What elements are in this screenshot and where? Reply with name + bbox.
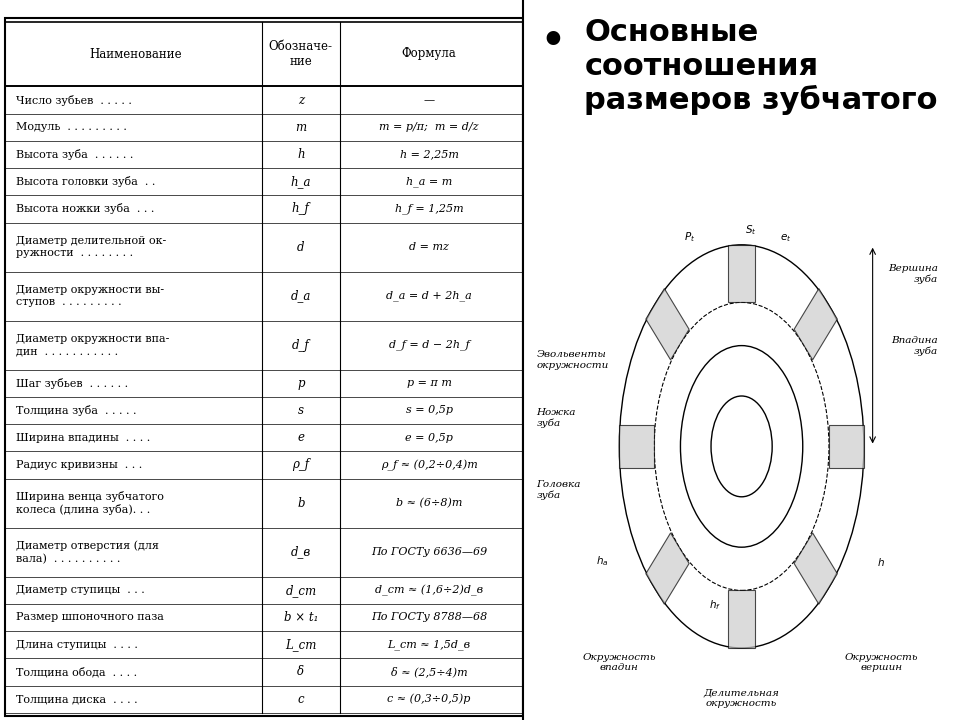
Text: —: — (423, 95, 435, 105)
Text: Высота ножки зуба  . . .: Высота ножки зуба . . . (15, 204, 154, 215)
Text: d = mz: d = mz (409, 242, 449, 252)
Text: Шаг зубьев  . . . . . .: Шаг зубьев . . . . . . (15, 378, 128, 389)
Text: d: d (297, 240, 304, 253)
Text: Размер шпоночного паза: Размер шпоночного паза (15, 613, 163, 623)
Text: $S_t$: $S_t$ (745, 223, 756, 238)
Text: L_ст: L_ст (285, 638, 317, 651)
Text: b × t₁: b × t₁ (283, 611, 318, 624)
Polygon shape (794, 533, 837, 604)
Text: d_ст: d_ст (285, 584, 317, 597)
Text: Диаметр ступицы  . . .: Диаметр ступицы . . . (15, 585, 144, 595)
Text: s: s (298, 404, 303, 417)
Text: m = p/π;  m = d/z: m = p/π; m = d/z (379, 122, 479, 132)
Polygon shape (646, 289, 689, 360)
Text: Высота головки зуба  . .: Высота головки зуба . . (15, 176, 156, 187)
Text: По ГОСТу 8788—68: По ГОСТу 8788—68 (371, 613, 487, 623)
Text: Модуль  . . . . . . . . .: Модуль . . . . . . . . . (15, 122, 127, 132)
Text: Диаметр делительной ок-
ружности  . . . . . . . .: Диаметр делительной ок- ружности . . . .… (15, 236, 166, 258)
Text: Толщина диска  . . . .: Толщина диска . . . . (15, 694, 137, 704)
Text: $h_f$: $h_f$ (709, 598, 721, 612)
Text: s = 0,5p: s = 0,5p (405, 405, 452, 415)
Polygon shape (794, 289, 837, 360)
Polygon shape (729, 245, 755, 302)
Text: Толщина зуба  . . . . .: Толщина зуба . . . . . (15, 405, 136, 416)
Text: h: h (297, 148, 304, 161)
Text: $h$: $h$ (877, 556, 885, 567)
Text: h_f: h_f (292, 202, 310, 215)
FancyBboxPatch shape (5, 18, 523, 716)
Text: h = 2,25m: h = 2,25m (399, 150, 459, 160)
Text: h_a: h_a (291, 175, 311, 188)
Text: Длина ступицы  . . . .: Длина ступицы . . . . (15, 639, 137, 649)
Text: h_f = 1,25m: h_f = 1,25m (395, 204, 464, 215)
Text: Окружность
впадин: Окружность впадин (583, 653, 656, 672)
Text: L_ст ≈ 1,5d_в: L_ст ≈ 1,5d_в (388, 639, 470, 650)
Polygon shape (729, 590, 755, 648)
Text: b: b (297, 497, 304, 510)
Text: $P_t$: $P_t$ (684, 230, 695, 245)
Text: e = 0,5p: e = 0,5p (405, 433, 453, 443)
Text: Окружность
вершин: Окружность вершин (845, 653, 918, 672)
Text: c ≈ (0,3÷0,5)p: c ≈ (0,3÷0,5)p (387, 694, 470, 704)
Text: z: z (298, 94, 304, 107)
Text: c: c (298, 693, 304, 706)
Text: Диаметр окружности впа-
дин  . . . . . . . . . . .: Диаметр окружности впа- дин . . . . . . … (15, 334, 169, 356)
Text: Радиус кривизны  . . .: Радиус кривизны . . . (15, 460, 142, 470)
Text: Ширина впадины  . . . .: Ширина впадины . . . . (15, 433, 150, 443)
Text: Делительная
окружность: Делительная окружность (704, 689, 780, 708)
Text: Толщина обода  . . . .: Толщина обода . . . . (15, 667, 137, 678)
Text: m: m (296, 121, 306, 134)
Text: Вершина
зуба: Вершина зуба (888, 264, 938, 284)
Polygon shape (829, 425, 864, 468)
Text: Формула: Формула (401, 48, 456, 60)
Text: d_ст ≈ (1,6÷2)d_в: d_ст ≈ (1,6÷2)d_в (375, 585, 483, 596)
Text: Эвольвенты
окружности: Эвольвенты окружности (537, 351, 609, 369)
Text: d_f: d_f (292, 338, 310, 351)
Text: ρ_f: ρ_f (292, 459, 309, 472)
Text: h_a = m: h_a = m (406, 176, 452, 187)
Polygon shape (619, 425, 655, 468)
Text: ρ_f ≈ (0,2÷0,4)m: ρ_f ≈ (0,2÷0,4)m (381, 459, 477, 471)
Text: Впадина
зуба: Впадина зуба (892, 336, 938, 356)
Text: Диаметр окружности вы-
ступов  . . . . . . . . .: Диаметр окружности вы- ступов . . . . . … (15, 285, 164, 307)
Text: $e_t$: $e_t$ (780, 232, 791, 243)
Text: e: e (298, 431, 304, 444)
Text: d_a: d_a (291, 289, 311, 302)
Text: p: p (297, 377, 304, 390)
Circle shape (711, 396, 772, 497)
Text: Наименование: Наименование (89, 48, 182, 60)
Polygon shape (646, 533, 689, 604)
Text: d_a = d + 2h_a: d_a = d + 2h_a (386, 291, 472, 302)
Text: $h_a$: $h_a$ (595, 554, 608, 569)
Text: b ≈ (6÷8)m: b ≈ (6÷8)m (396, 498, 462, 508)
Text: δ ≈ (2,5÷4)m: δ ≈ (2,5÷4)m (391, 667, 468, 678)
Text: Головка
зуба: Головка зуба (537, 480, 581, 500)
Text: По ГОСТу 6636—69: По ГОСТу 6636—69 (371, 547, 487, 557)
Text: Ножка
зуба: Ножка зуба (537, 408, 576, 428)
Text: d_в: d_в (291, 546, 311, 559)
Text: d_f = d − 2h_f: d_f = d − 2h_f (389, 340, 469, 351)
Text: p = π m: p = π m (407, 378, 451, 388)
Text: Диаметр отверстия (для
вала)  . . . . . . . . . .: Диаметр отверстия (для вала) . . . . . .… (15, 541, 158, 564)
Text: •: • (540, 22, 565, 60)
Text: Число зубьев  . . . . .: Число зубьев . . . . . (15, 94, 132, 106)
Text: Высота зуба  . . . . . .: Высота зуба . . . . . . (15, 149, 133, 160)
Text: Основные
соотношения
размеров зубчатого: Основные соотношения размеров зубчатого (585, 18, 938, 115)
Text: Ширина венца зубчатого
колеса (длина зуба). . .: Ширина венца зубчатого колеса (длина зуб… (15, 491, 163, 516)
Text: Обозначе-
ние: Обозначе- ние (269, 40, 333, 68)
Text: δ: δ (298, 665, 304, 678)
